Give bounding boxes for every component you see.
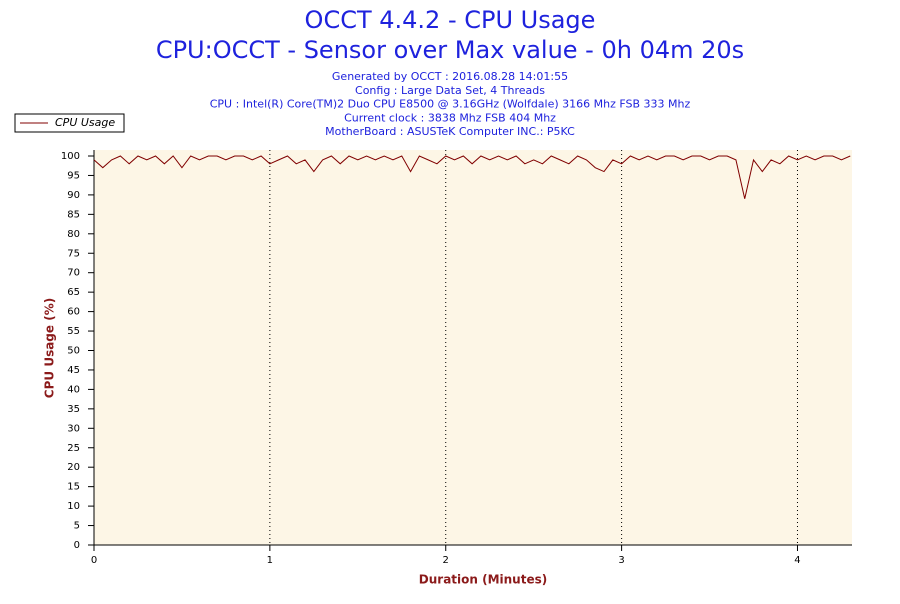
y-tick-label: 85 — [67, 209, 80, 220]
y-axis-label: CPU Usage (%) — [43, 298, 57, 398]
y-tick-label: 80 — [67, 229, 80, 240]
y-tick-label: 10 — [67, 501, 80, 512]
y-tick-label: 20 — [67, 462, 80, 473]
info-line: Config : Large Data Set, 4 Threads — [355, 84, 545, 97]
chart-title: OCCT 4.4.2 - CPU Usage — [305, 6, 596, 34]
y-tick-label: 70 — [67, 268, 80, 279]
y-tick-label: 65 — [67, 287, 80, 298]
y-tick-label: 60 — [67, 307, 80, 318]
y-tick-label: 75 — [67, 248, 80, 259]
y-tick-label: 30 — [67, 423, 80, 434]
chart-subtitle: CPU:OCCT - Sensor over Max value - 0h 04… — [156, 36, 744, 64]
y-tick-label: 95 — [67, 170, 80, 181]
x-tick-label: 2 — [443, 555, 449, 566]
y-tick-label: 35 — [67, 404, 80, 415]
y-tick-label: 45 — [67, 365, 80, 376]
y-tick-label: 15 — [67, 482, 80, 493]
y-tick-label: 90 — [67, 190, 80, 201]
info-line: MotherBoard : ASUSTeK Computer INC.: P5K… — [325, 125, 575, 138]
info-line: Generated by OCCT : 2016.08.28 14:01:55 — [332, 70, 568, 83]
x-tick-label: 1 — [267, 555, 273, 566]
legend-box — [14, 113, 125, 133]
x-axis-label: Duration (Minutes) — [419, 573, 547, 587]
y-tick-label: 25 — [67, 443, 80, 454]
x-tick-label: 4 — [794, 555, 800, 566]
legend-label: CPU Usage — [55, 116, 115, 129]
data-line — [93, 155, 851, 199]
y-tick-label: 55 — [67, 326, 80, 337]
plot-area — [94, 150, 852, 545]
x-tick-label: 0 — [91, 555, 97, 566]
info-line: CPU : Intel(R) Core(TM)2 Duo CPU E8500 @… — [210, 98, 691, 111]
y-tick-label: 50 — [67, 346, 80, 357]
x-tick-label: 3 — [618, 555, 624, 566]
y-tick-label: 0 — [74, 540, 80, 551]
info-line: Current clock : 3838 Mhz FSB 404 Mhz — [344, 111, 556, 124]
y-tick-label: 40 — [67, 384, 80, 395]
y-tick-label: 5 — [74, 521, 80, 532]
y-tick-label: 100 — [61, 151, 80, 162]
